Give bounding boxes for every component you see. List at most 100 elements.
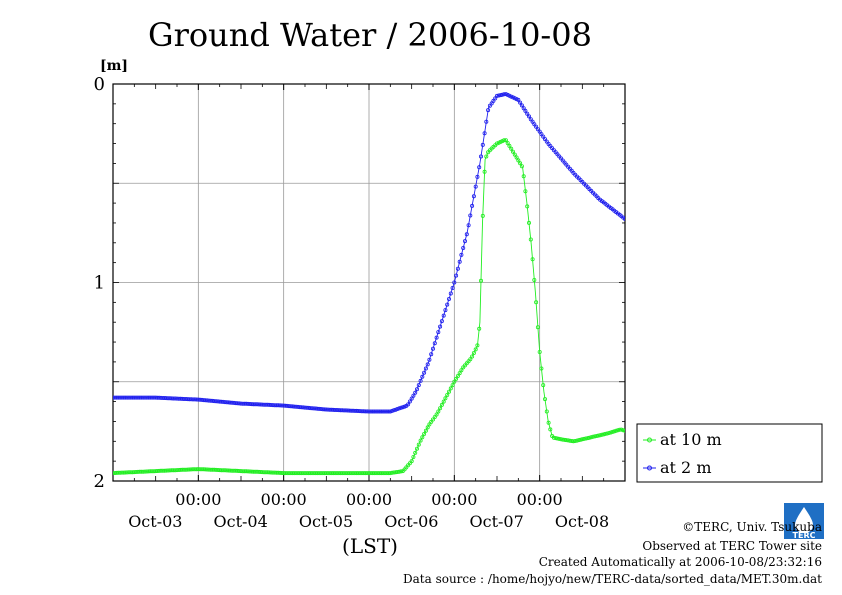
data-point: [544, 409, 549, 414]
data-point: [390, 470, 395, 475]
data-point: [174, 468, 179, 473]
data-point: [541, 383, 546, 388]
data-point: [292, 404, 297, 409]
data-point: [468, 357, 473, 362]
data-point: [473, 184, 478, 189]
data-point: [395, 406, 400, 411]
data-point: [228, 400, 233, 405]
legend-swatch-marker: [647, 465, 652, 471]
data-point: [283, 403, 288, 408]
data-point: [205, 398, 210, 403]
data-point: [411, 454, 416, 459]
data-point: [457, 371, 462, 376]
data-point: [237, 468, 242, 473]
data-point: [498, 93, 503, 98]
data-point: [420, 435, 425, 440]
data-point: [164, 468, 169, 473]
data-point: [521, 106, 526, 111]
data-point: [411, 393, 416, 398]
data-point: [260, 402, 265, 407]
data-point: [450, 383, 455, 388]
data-point: [527, 114, 532, 119]
data-point: [551, 435, 556, 440]
data-point: [578, 437, 583, 442]
data-point: [518, 161, 523, 166]
data-point: [164, 396, 169, 401]
x-tick-time: 00:00: [346, 490, 392, 509]
data-point: [286, 404, 291, 409]
data-point: [509, 146, 514, 151]
data-point: [318, 406, 323, 411]
data-point: [532, 122, 537, 127]
data-point: [484, 154, 489, 159]
y-tick-label: 0: [94, 74, 105, 95]
data-point: [571, 439, 576, 444]
data-point: [494, 93, 499, 98]
data-point: [450, 285, 455, 290]
data-point: [230, 400, 235, 405]
water-drop-icon: [795, 507, 813, 533]
data-point: [434, 335, 439, 340]
data-point: [139, 469, 144, 474]
data-point: [203, 398, 208, 403]
data-point: [214, 399, 219, 404]
x-tick-date: Oct-07: [470, 512, 524, 531]
data-point: [198, 397, 203, 402]
data-point: [466, 223, 471, 228]
data-point: [473, 347, 478, 352]
data-point: [198, 467, 203, 472]
data-point: [425, 425, 430, 430]
data-point: [514, 155, 519, 160]
data-point: [496, 93, 501, 98]
data-point: [278, 470, 283, 475]
data-point: [155, 468, 160, 473]
data-point: [418, 378, 423, 383]
data-point: [166, 468, 171, 473]
data-point: [409, 459, 414, 464]
data-point: [414, 446, 419, 451]
x-tick-date: Oct-04: [214, 512, 268, 531]
data-point: [196, 397, 201, 402]
data-point: [503, 138, 508, 143]
data-point: [438, 406, 443, 411]
grid-lines: [113, 84, 625, 481]
data-point: [244, 401, 249, 406]
data-source-text: Data source : /home/hojyo/new/TERC-data/…: [403, 572, 822, 586]
legend-box: [636, 423, 823, 483]
data-point: [454, 376, 459, 381]
data-point: [413, 450, 418, 455]
data-point: [418, 438, 423, 443]
data-point: [189, 467, 194, 472]
data-point: [439, 402, 444, 407]
data-point: [523, 108, 528, 113]
data-point: [525, 204, 530, 209]
data-point: [623, 428, 625, 433]
data-point: [505, 141, 510, 146]
data-point: [470, 203, 475, 208]
data-point: [608, 430, 613, 435]
data-point: [388, 471, 393, 476]
data-point: [253, 469, 258, 474]
data-point: [180, 467, 185, 472]
data-point: [278, 403, 283, 408]
data-point: [599, 432, 604, 437]
x-tick-time: 00:00: [261, 490, 307, 509]
data-point: [294, 404, 299, 409]
data-point: [459, 368, 464, 373]
x-tick-time: 00:00: [175, 490, 221, 509]
data-point: [500, 92, 505, 97]
data-point: [349, 408, 354, 413]
data-point: [621, 428, 625, 433]
data-point: [155, 395, 160, 400]
data-point: [157, 468, 162, 473]
data-point: [189, 397, 194, 402]
data-point: [148, 469, 153, 474]
axes: 00:00 Oct-03 00:00 Oct-04 00:00 Oct-05 00:00 Oc…: [94, 74, 625, 531]
data-point: [443, 308, 448, 313]
data-point: [238, 469, 243, 474]
data-point: [475, 343, 480, 348]
data-point: [468, 213, 473, 218]
data-point: [254, 402, 259, 407]
data-point: [580, 437, 585, 442]
data-point: [331, 407, 336, 412]
